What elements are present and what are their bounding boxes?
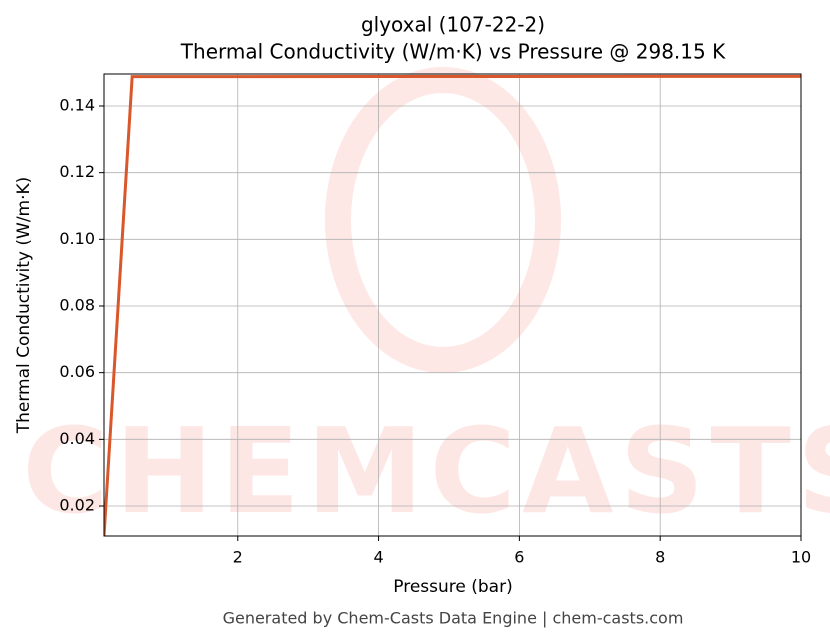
x-tick-label: 6: [514, 548, 524, 567]
x-tick-label: 4: [373, 548, 383, 567]
chart-subtitle: Thermal Conductivity (W/m·K) vs Pressure…: [180, 40, 726, 64]
plot-frame: [103, 73, 802, 537]
y-tick-label: 0.06: [59, 362, 95, 381]
x-tick-label: 2: [233, 548, 243, 567]
y-tick-label: 0.12: [59, 162, 95, 181]
y-tick-label: 0.14: [59, 96, 95, 115]
svg-text:CHEMCASTS: CHEMCASTS: [22, 402, 830, 540]
chart-title: glyoxal (107-22-2): [361, 13, 545, 37]
x-tick-label: 8: [655, 548, 665, 567]
x-tick-label: 10: [791, 548, 811, 567]
watermark: CHEMCASTS: [22, 67, 830, 540]
footer: Generated by Chem-Casts Data Engine | ch…: [223, 609, 684, 628]
y-tick-label: 0.02: [59, 496, 95, 515]
x-axis-label: Pressure (bar): [393, 577, 512, 597]
y-tick-label: 0.04: [59, 429, 95, 448]
data-line: [104, 74, 801, 536]
y-axis-label: Thermal Conductivity (W/m·K): [14, 177, 34, 435]
y-tick-label: 0.10: [59, 229, 95, 248]
y-tick-label: 0.08: [59, 296, 95, 315]
